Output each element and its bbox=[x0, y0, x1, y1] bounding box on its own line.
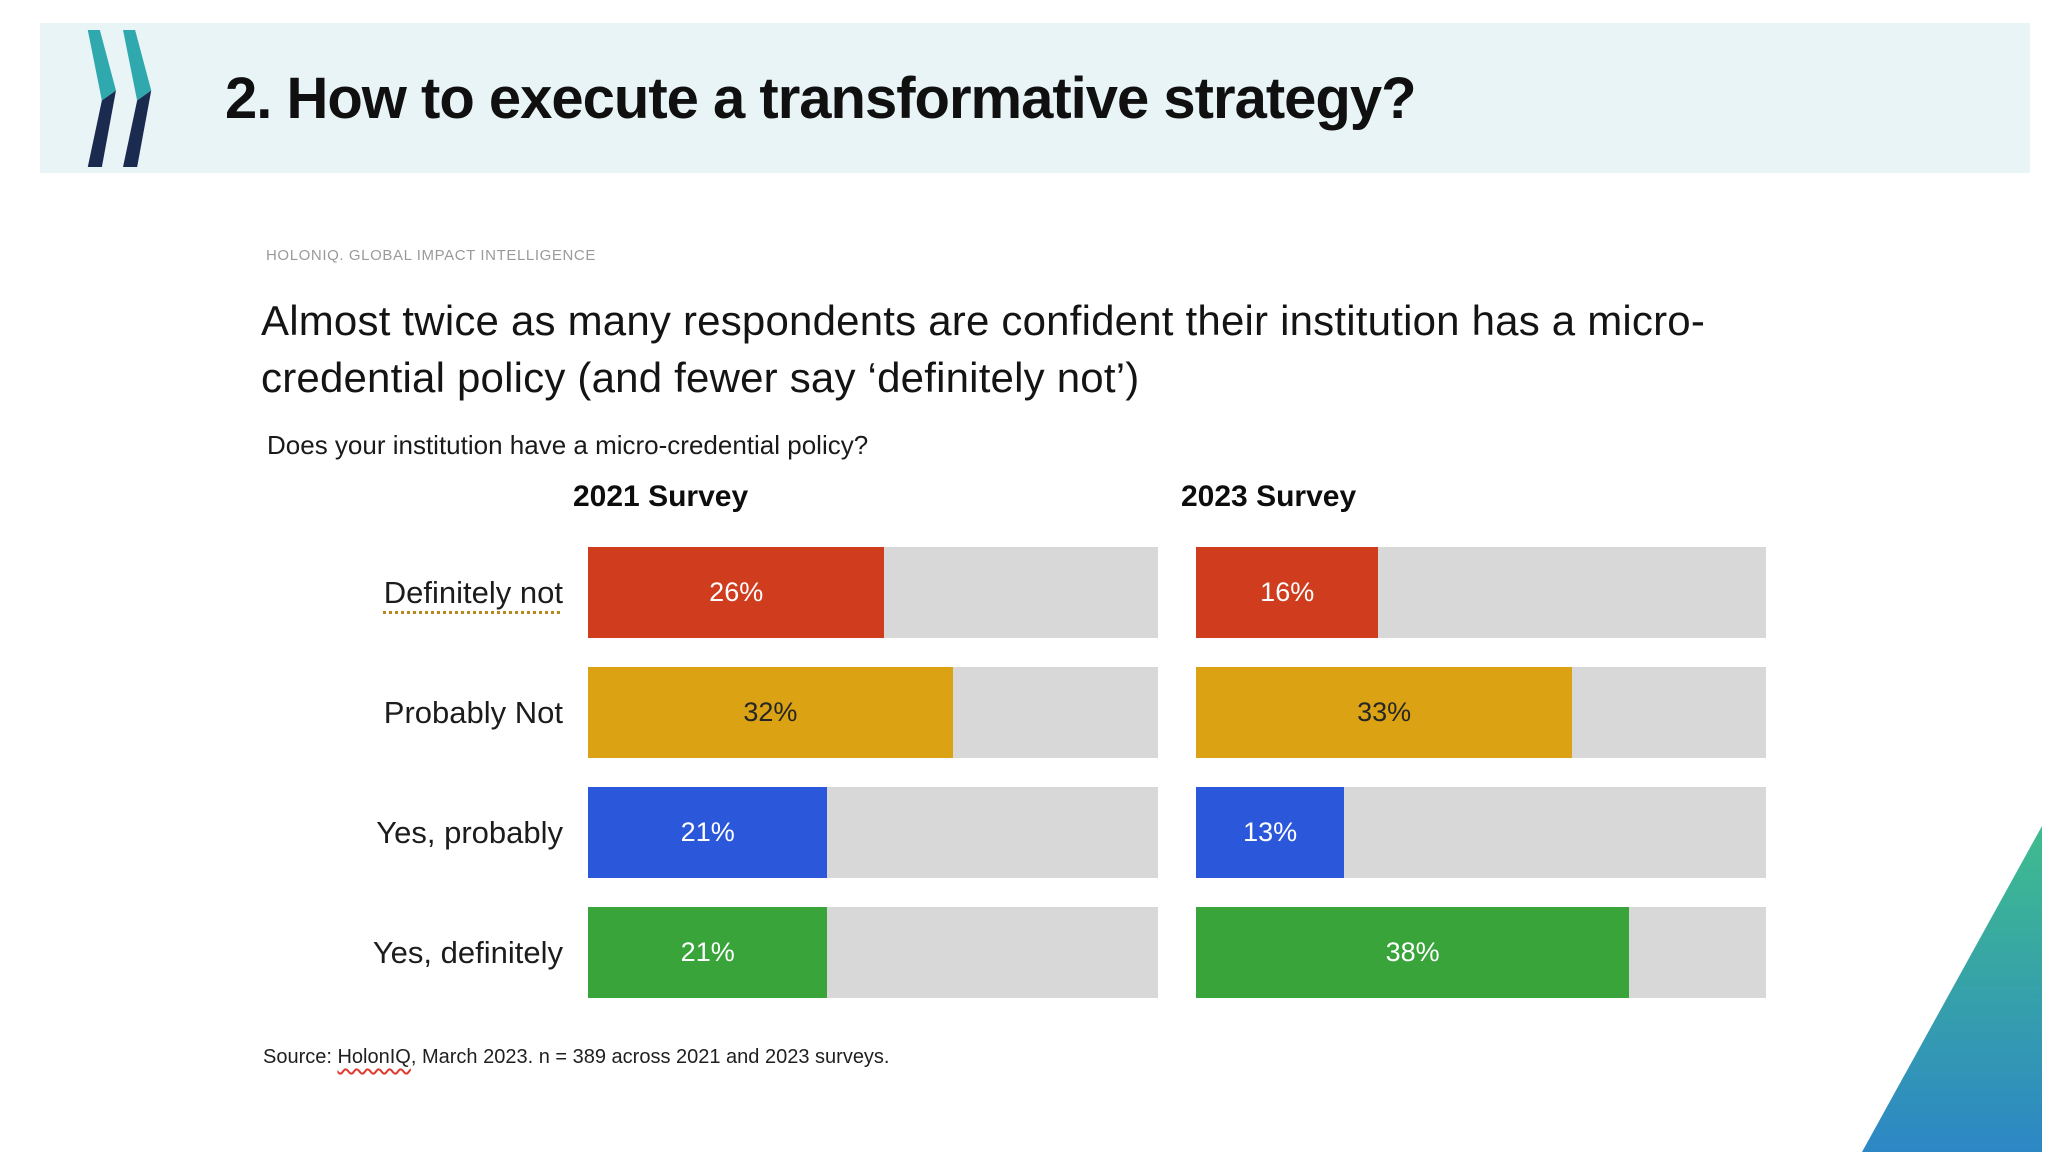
bar-track: 13% bbox=[1196, 787, 1766, 878]
chart-question: Does your institution have a micro-crede… bbox=[267, 430, 869, 460]
bar-chart: Definitely not 26% 16% Probably Not 32% 33% Ye… bbox=[263, 547, 1773, 998]
chevron-top-right bbox=[123, 29, 152, 101]
bar-track: 21% bbox=[588, 787, 1158, 878]
chart-row: Probably Not 32% 33% bbox=[263, 667, 1773, 758]
bar-fill: 32% bbox=[588, 667, 953, 758]
bar-fill: 21% bbox=[588, 787, 828, 878]
category-label: Yes, probably bbox=[376, 815, 563, 850]
chart-row: Yes, definitely 21% 38% bbox=[263, 907, 1773, 998]
bar-value: 26% bbox=[709, 577, 764, 607]
slide-header: 2. How to execute a transformative strat… bbox=[40, 23, 2030, 173]
source-note: Source: HolonIQ, March 2023. n = 389 acr… bbox=[263, 1046, 890, 1069]
bar-value: 21% bbox=[680, 937, 735, 967]
source-prefix: Source: bbox=[263, 1046, 338, 1068]
chart-row: Definitely not 26% 16% bbox=[263, 547, 1773, 638]
bar-track: 33% bbox=[1196, 667, 1766, 758]
bar-track: 16% bbox=[1196, 547, 1766, 638]
bar-fill: 33% bbox=[1196, 667, 1573, 758]
chevron-bottom-right bbox=[123, 89, 152, 167]
category-label: Yes, definitely bbox=[372, 935, 563, 970]
bar-fill: 21% bbox=[588, 907, 828, 998]
bar-track: 21% bbox=[588, 907, 1158, 998]
bar-value: 33% bbox=[1357, 697, 1412, 727]
slide-title: 2. How to execute a transformative strat… bbox=[225, 65, 1417, 131]
chart-row: Yes, probably 21% 13% bbox=[263, 787, 1773, 878]
bar-track: 32% bbox=[588, 667, 1158, 758]
bar-track: 26% bbox=[588, 547, 1158, 638]
source-link-text: HolonIQ bbox=[337, 1046, 411, 1068]
bar-track: 38% bbox=[1196, 907, 1766, 998]
chevron-bottom-left bbox=[87, 89, 116, 167]
bar-value: 16% bbox=[1260, 577, 1315, 607]
bar-fill: 38% bbox=[1196, 907, 1630, 998]
bar-value: 38% bbox=[1385, 937, 1440, 967]
source-rest: , March 2023. n = 389 across 2021 and 20… bbox=[410, 1046, 890, 1068]
bar-value: 13% bbox=[1243, 817, 1298, 847]
bar-value: 21% bbox=[680, 817, 735, 847]
chart-title: Almost twice as many respondents are con… bbox=[261, 297, 1706, 401]
bar-value: 32% bbox=[743, 697, 798, 727]
chevron-top-left bbox=[87, 29, 116, 101]
bar-fill: 26% bbox=[588, 547, 885, 638]
column-header-2023: 2023 Survey bbox=[1181, 480, 1357, 513]
category-label: Probably Not bbox=[383, 695, 563, 730]
bar-fill: 13% bbox=[1196, 787, 1345, 878]
bar-fill: 16% bbox=[1196, 547, 1379, 638]
corner-decoration-triangle bbox=[1862, 826, 2042, 1152]
oecd-logo-icon bbox=[87, 29, 152, 167]
column-header-2021: 2021 Survey bbox=[573, 480, 749, 513]
category-label: Definitely not bbox=[383, 575, 563, 610]
report-brand: HOLONIQ. GLOBAL IMPACT INTELLIGENCE bbox=[266, 247, 596, 264]
